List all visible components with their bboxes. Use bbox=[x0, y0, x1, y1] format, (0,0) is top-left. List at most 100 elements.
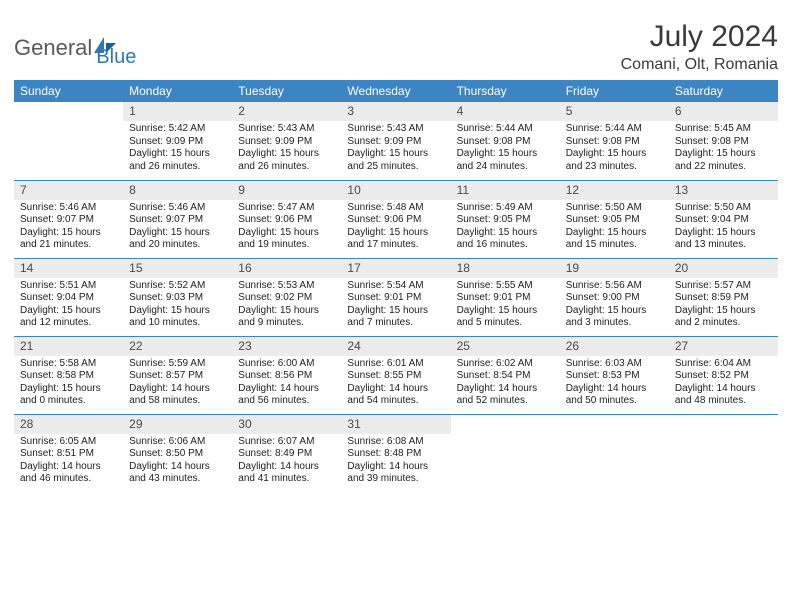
sunset-text: Sunset: 9:02 PM bbox=[238, 292, 335, 305]
table-row: 7Sunrise: 5:46 AMSunset: 9:07 PMDaylight… bbox=[14, 180, 778, 258]
daylight-text: and 16 minutes. bbox=[457, 239, 554, 252]
col-thursday: Thursday bbox=[451, 80, 560, 102]
day-number: 22 bbox=[123, 337, 232, 356]
sunrise-text: Sunrise: 5:48 AM bbox=[347, 202, 444, 215]
day-cell: 29Sunrise: 6:06 AMSunset: 8:50 PMDayligh… bbox=[123, 414, 232, 492]
col-wednesday: Wednesday bbox=[341, 80, 450, 102]
sunset-text: Sunset: 9:04 PM bbox=[20, 292, 117, 305]
sunset-text: Sunset: 8:49 PM bbox=[238, 448, 335, 461]
col-monday: Monday bbox=[123, 80, 232, 102]
day-number: 17 bbox=[341, 259, 450, 278]
logo-text-blue: Blue bbox=[96, 46, 136, 69]
day-cell: 27Sunrise: 6:04 AMSunset: 8:52 PMDayligh… bbox=[669, 336, 778, 414]
daylight-text: and 58 minutes. bbox=[129, 395, 226, 408]
day-number: 5 bbox=[560, 102, 669, 121]
sunset-text: Sunset: 9:09 PM bbox=[347, 136, 444, 149]
day-cell: 9Sunrise: 5:47 AMSunset: 9:06 PMDaylight… bbox=[232, 180, 341, 258]
sunrise-text: Sunrise: 5:46 AM bbox=[129, 202, 226, 215]
col-tuesday: Tuesday bbox=[232, 80, 341, 102]
daylight-text: and 9 minutes. bbox=[238, 317, 335, 330]
daylight-text: and 5 minutes. bbox=[457, 317, 554, 330]
daylight-text: Daylight: 14 hours bbox=[347, 383, 444, 396]
daylight-text: and 20 minutes. bbox=[129, 239, 226, 252]
sunset-text: Sunset: 9:08 PM bbox=[457, 136, 554, 149]
sunrise-text: Sunrise: 5:57 AM bbox=[675, 280, 772, 293]
daylight-text: and 23 minutes. bbox=[566, 161, 663, 174]
daylight-text: Daylight: 15 hours bbox=[129, 305, 226, 318]
day-cell bbox=[14, 102, 123, 180]
sunset-text: Sunset: 8:57 PM bbox=[129, 370, 226, 383]
day-cell: 12Sunrise: 5:50 AMSunset: 9:05 PMDayligh… bbox=[560, 180, 669, 258]
daylight-text: Daylight: 15 hours bbox=[675, 305, 772, 318]
sunrise-text: Sunrise: 6:02 AM bbox=[457, 358, 554, 371]
day-cell: 25Sunrise: 6:02 AMSunset: 8:54 PMDayligh… bbox=[451, 336, 560, 414]
day-cell: 30Sunrise: 6:07 AMSunset: 8:49 PMDayligh… bbox=[232, 414, 341, 492]
daylight-text: Daylight: 14 hours bbox=[129, 461, 226, 474]
sunset-text: Sunset: 8:50 PM bbox=[129, 448, 226, 461]
day-number: 11 bbox=[451, 181, 560, 200]
sunset-text: Sunset: 9:09 PM bbox=[129, 136, 226, 149]
sunset-text: Sunset: 8:51 PM bbox=[20, 448, 117, 461]
day-number: 27 bbox=[669, 337, 778, 356]
sunrise-text: Sunrise: 5:51 AM bbox=[20, 280, 117, 293]
sunrise-text: Sunrise: 5:55 AM bbox=[457, 280, 554, 293]
daylight-text: and 17 minutes. bbox=[347, 239, 444, 252]
day-number: 7 bbox=[14, 181, 123, 200]
daylight-text: and 48 minutes. bbox=[675, 395, 772, 408]
header: General Blue July 2024 Comani, Olt, Roma… bbox=[14, 20, 778, 74]
sunrise-text: Sunrise: 5:58 AM bbox=[20, 358, 117, 371]
day-cell: 4Sunrise: 5:44 AMSunset: 9:08 PMDaylight… bbox=[451, 102, 560, 180]
sunrise-text: Sunrise: 5:53 AM bbox=[238, 280, 335, 293]
day-number: 20 bbox=[669, 259, 778, 278]
sunset-text: Sunset: 9:00 PM bbox=[566, 292, 663, 305]
day-cell: 10Sunrise: 5:48 AMSunset: 9:06 PMDayligh… bbox=[341, 180, 450, 258]
table-row: 28Sunrise: 6:05 AMSunset: 8:51 PMDayligh… bbox=[14, 414, 778, 492]
sunrise-text: Sunrise: 5:46 AM bbox=[20, 202, 117, 215]
sunset-text: Sunset: 9:05 PM bbox=[566, 214, 663, 227]
day-number: 25 bbox=[451, 337, 560, 356]
daylight-text: Daylight: 14 hours bbox=[20, 461, 117, 474]
day-cell bbox=[451, 414, 560, 492]
daylight-text: and 15 minutes. bbox=[566, 239, 663, 252]
day-cell: 22Sunrise: 5:59 AMSunset: 8:57 PMDayligh… bbox=[123, 336, 232, 414]
daylight-text: and 19 minutes. bbox=[238, 239, 335, 252]
day-number: 31 bbox=[341, 415, 450, 434]
daylight-text: Daylight: 15 hours bbox=[566, 148, 663, 161]
day-number: 24 bbox=[341, 337, 450, 356]
day-cell: 31Sunrise: 6:08 AMSunset: 8:48 PMDayligh… bbox=[341, 414, 450, 492]
logo-text-general: General bbox=[14, 35, 92, 61]
sunrise-text: Sunrise: 6:07 AM bbox=[238, 436, 335, 449]
sunset-text: Sunset: 9:09 PM bbox=[238, 136, 335, 149]
sunrise-text: Sunrise: 5:43 AM bbox=[347, 123, 444, 136]
daylight-text: and 26 minutes. bbox=[238, 161, 335, 174]
daylight-text: and 41 minutes. bbox=[238, 473, 335, 486]
day-number: 23 bbox=[232, 337, 341, 356]
sunset-text: Sunset: 8:56 PM bbox=[238, 370, 335, 383]
day-number: 18 bbox=[451, 259, 560, 278]
daylight-text: and 13 minutes. bbox=[675, 239, 772, 252]
sunrise-text: Sunrise: 5:44 AM bbox=[566, 123, 663, 136]
day-number: 16 bbox=[232, 259, 341, 278]
daylight-text: Daylight: 15 hours bbox=[238, 227, 335, 240]
day-number: 19 bbox=[560, 259, 669, 278]
sunset-text: Sunset: 8:52 PM bbox=[675, 370, 772, 383]
day-number: 6 bbox=[669, 102, 778, 121]
sunset-text: Sunset: 9:01 PM bbox=[457, 292, 554, 305]
day-cell bbox=[560, 414, 669, 492]
day-cell: 8Sunrise: 5:46 AMSunset: 9:07 PMDaylight… bbox=[123, 180, 232, 258]
sunset-text: Sunset: 9:01 PM bbox=[347, 292, 444, 305]
sunset-text: Sunset: 9:06 PM bbox=[238, 214, 335, 227]
daylight-text: and 46 minutes. bbox=[20, 473, 117, 486]
day-cell: 2Sunrise: 5:43 AMSunset: 9:09 PMDaylight… bbox=[232, 102, 341, 180]
daylight-text: Daylight: 15 hours bbox=[238, 305, 335, 318]
day-number: 15 bbox=[123, 259, 232, 278]
sunset-text: Sunset: 9:05 PM bbox=[457, 214, 554, 227]
daylight-text: Daylight: 15 hours bbox=[347, 305, 444, 318]
daylight-text: Daylight: 14 hours bbox=[675, 383, 772, 396]
day-cell: 26Sunrise: 6:03 AMSunset: 8:53 PMDayligh… bbox=[560, 336, 669, 414]
daylight-text: and 56 minutes. bbox=[238, 395, 335, 408]
day-cell: 11Sunrise: 5:49 AMSunset: 9:05 PMDayligh… bbox=[451, 180, 560, 258]
page-title: July 2024 bbox=[621, 20, 778, 54]
daylight-text: Daylight: 14 hours bbox=[347, 461, 444, 474]
sunset-text: Sunset: 9:06 PM bbox=[347, 214, 444, 227]
